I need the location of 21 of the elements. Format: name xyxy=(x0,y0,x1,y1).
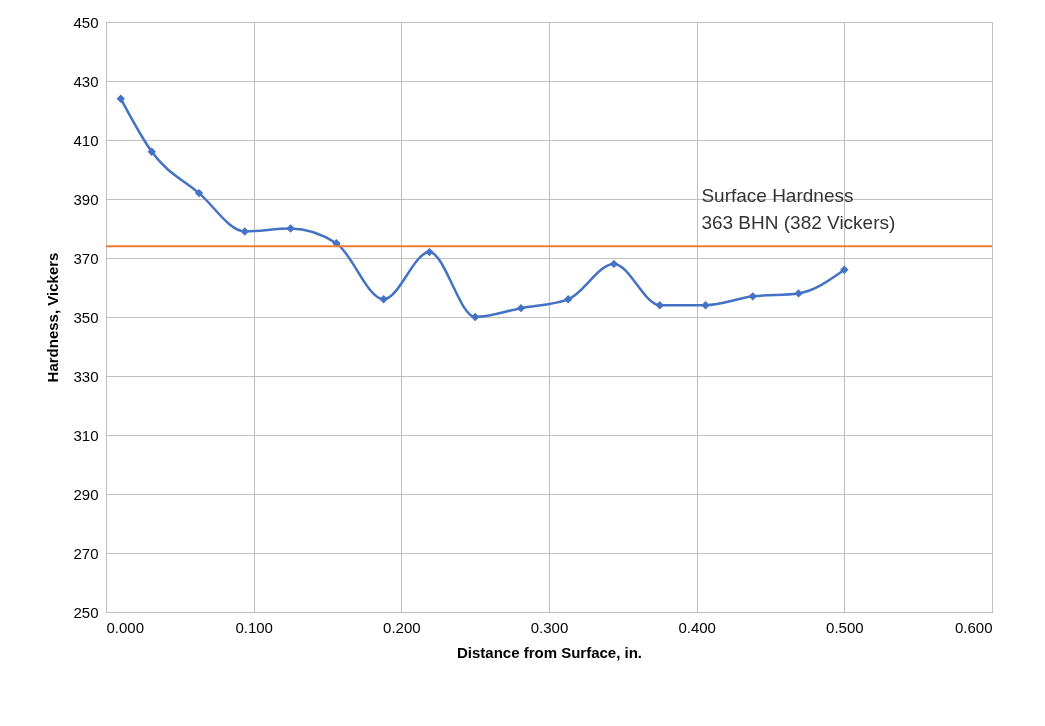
y-tick-label: 370 xyxy=(73,249,99,267)
y-tick-label: 450 xyxy=(73,13,99,31)
x-axis-title: Distance from Surface, in. xyxy=(456,643,643,661)
x-tick-label: 0.000 xyxy=(106,618,145,636)
x-tick-label: 0.300 xyxy=(530,618,569,636)
y-tick-label: 270 xyxy=(73,544,99,562)
y-tick-label: 410 xyxy=(73,131,99,149)
y-tick-label: 330 xyxy=(73,367,99,385)
x-tick-label: 0.200 xyxy=(383,618,421,636)
y-tick-label: 430 xyxy=(73,72,99,90)
y-tick-label: 250 xyxy=(73,603,99,621)
y-tick-label: 310 xyxy=(73,426,99,444)
y-tick-label: 390 xyxy=(73,190,99,208)
y-tick-label: 290 xyxy=(73,485,99,503)
x-tick-label: 0.600 xyxy=(954,618,993,636)
y-axis-title: Hardness, Vickers xyxy=(44,252,62,383)
ref-line-label: Surface Hardness 363 BHN (382 Vickers) xyxy=(701,185,896,234)
x-tick-label: 0.400 xyxy=(678,618,716,636)
y-tick-label: 350 xyxy=(73,308,99,326)
x-tick-label: 0.500 xyxy=(826,618,864,636)
x-tick-label: 0.100 xyxy=(235,618,273,636)
